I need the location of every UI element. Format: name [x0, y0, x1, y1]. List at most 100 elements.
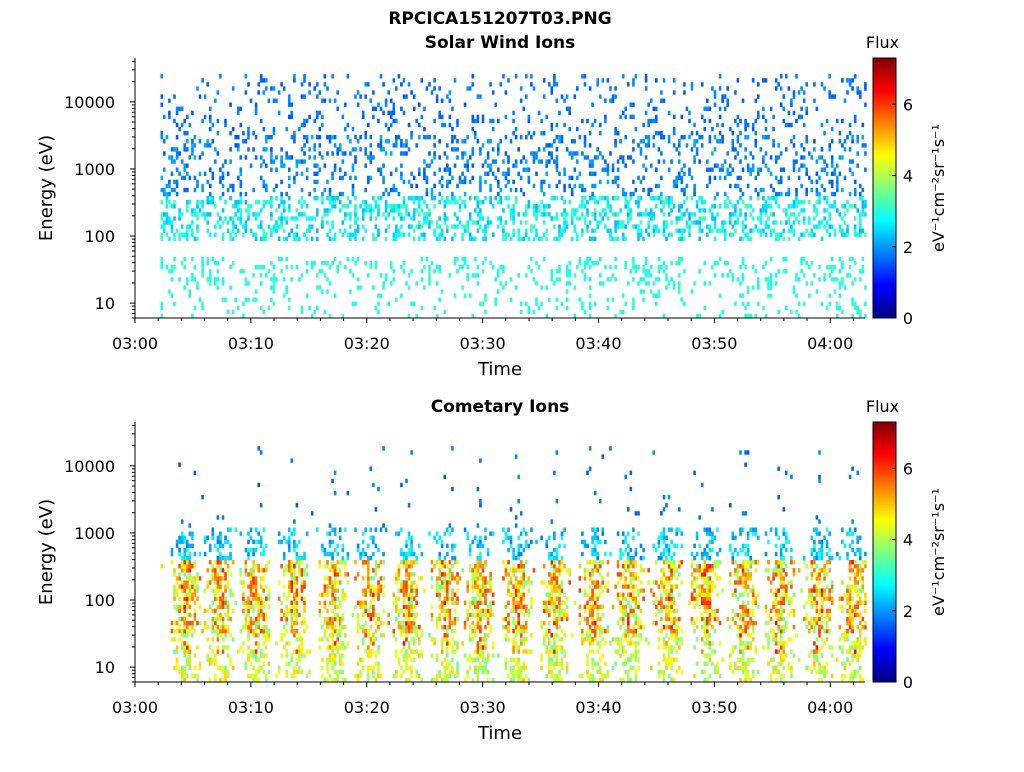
flux-cell [571, 192, 574, 196]
flux-cell [469, 653, 472, 657]
flux-cell [477, 625, 480, 629]
flux-cell [538, 306, 541, 310]
flux-cell [512, 670, 515, 674]
flux-cell [436, 532, 439, 536]
flux-cell [301, 204, 304, 208]
flux-cell [466, 135, 469, 139]
flux-cell [675, 176, 678, 180]
flux-cell [222, 257, 225, 261]
flux-cell [798, 220, 801, 224]
flux-cell [660, 200, 663, 204]
flux-cell [352, 127, 355, 131]
flux-cell [558, 224, 561, 228]
flux-cell [209, 277, 212, 281]
flux-cell [742, 192, 745, 196]
colorbar [873, 58, 896, 318]
flux-cell [217, 515, 220, 519]
flux-cell [247, 298, 250, 302]
flux-cell [377, 119, 380, 123]
flux-cell [313, 310, 316, 314]
flux-cell [278, 257, 281, 261]
flux-cell [217, 151, 220, 155]
flux-cell [678, 237, 681, 241]
flux-cell [619, 155, 622, 159]
flux-cell [393, 233, 396, 237]
flux-cell [273, 127, 276, 131]
flux-cell [729, 233, 732, 237]
flux-cell [474, 666, 477, 670]
flux-cell [285, 568, 288, 572]
flux-cell [224, 629, 227, 633]
flux-cell [247, 653, 250, 657]
flux-cell [252, 597, 255, 601]
flux-cell [711, 229, 714, 233]
flux-cell [456, 216, 459, 220]
flux-cell [219, 544, 222, 548]
flux-cell [479, 621, 482, 625]
flux-cell [280, 220, 283, 224]
flux-cell [166, 204, 169, 208]
flux-cell [367, 580, 370, 584]
flux-cell [206, 139, 209, 143]
flux-cell [558, 139, 561, 143]
flux-cell [229, 216, 232, 220]
flux-cell [655, 107, 658, 111]
flux-cell [268, 633, 271, 637]
flux-cell [433, 306, 436, 310]
flux-cell [505, 625, 508, 629]
flux-cell [436, 540, 439, 544]
flux-cell [709, 180, 712, 184]
flux-cell [749, 204, 752, 208]
flux-cell [584, 220, 587, 224]
flux-cell [438, 674, 441, 678]
flux-cell [581, 184, 584, 188]
flux-cell [204, 588, 207, 592]
flux-cell [260, 237, 263, 241]
flux-cell [530, 269, 533, 273]
flux-cell [706, 168, 709, 172]
flux-cell [398, 572, 401, 576]
flux-cell [408, 180, 411, 184]
flux-cell [622, 294, 625, 298]
flux-cell [298, 560, 301, 564]
flux-cell [227, 625, 230, 629]
flux-cell [502, 528, 505, 532]
flux-cell [800, 208, 803, 212]
flux-cell [194, 666, 197, 670]
flux-cell [663, 204, 666, 208]
flux-cell [415, 196, 418, 200]
flux-cell [433, 536, 436, 540]
flux-cell [260, 540, 263, 544]
flux-cell [444, 168, 447, 172]
flux-cell [670, 208, 673, 212]
flux-cell [525, 204, 528, 208]
flux-cell [285, 289, 288, 293]
flux-cell [181, 629, 184, 633]
flux-cell [704, 208, 707, 212]
flux-cell [313, 86, 316, 90]
flux-cell [808, 220, 811, 224]
flux-cell [645, 257, 648, 261]
flux-cell [658, 147, 661, 151]
flux-cell [556, 216, 559, 220]
flux-cell [421, 233, 424, 237]
flux-cell [548, 184, 551, 188]
flux-cell [678, 151, 681, 155]
flux-cell [604, 119, 607, 123]
flux-cell [255, 564, 258, 568]
flux-cell [512, 597, 515, 601]
flux-cell [816, 172, 819, 176]
flux-cell [377, 597, 380, 601]
flux-cell [584, 216, 587, 220]
flux-cell [581, 119, 584, 123]
flux-cell [245, 662, 248, 666]
flux-cell [319, 613, 322, 617]
flux-cell [762, 135, 765, 139]
flux-cell [421, 257, 424, 261]
flux-cell [324, 212, 327, 216]
flux-cell [372, 633, 375, 637]
flux-cell [316, 196, 319, 200]
flux-cell [479, 653, 482, 657]
flux-cell [222, 544, 225, 548]
flux-cell [668, 168, 671, 172]
